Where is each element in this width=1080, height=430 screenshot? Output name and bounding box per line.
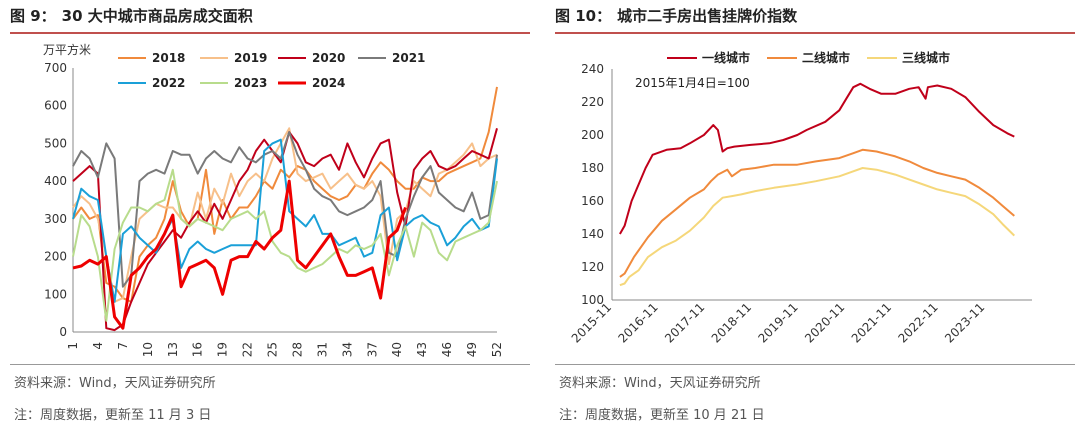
right-y-tick-label: 220 xyxy=(581,95,604,109)
left-x-tick-label: 40 xyxy=(390,342,404,357)
left-x-tick-label: 28 xyxy=(290,342,304,357)
right-figure-number: 图 10： xyxy=(555,7,612,25)
right-y-tick-label: 100 xyxy=(581,293,604,307)
left-series-line-2022 xyxy=(72,138,498,303)
left-x-tick-label: 1 xyxy=(66,342,80,350)
right-base-annotation: 2015年1月4日=100 xyxy=(635,76,750,90)
right-x-tick-label: 2021-11 xyxy=(849,300,894,345)
right-y-tick-label: 140 xyxy=(581,227,604,241)
right-x-tick-label: 2017-11 xyxy=(662,300,707,345)
left-x-tick-label: 10 xyxy=(141,342,155,357)
left-x-tick-label: 4 xyxy=(91,342,105,350)
right-x-tick-label: 2019-11 xyxy=(755,300,800,345)
right-x-tick-label: 2023-11 xyxy=(942,300,987,345)
right-y-tick-label: 160 xyxy=(581,194,604,208)
left-x-tick-label: 37 xyxy=(365,342,379,357)
right-legend-label-一线城市: 一线城市 xyxy=(702,50,750,65)
left-figure-number: 图 9： xyxy=(10,7,56,25)
left-chart: 万平方米 0 100 200 300 400 500 600 700 1 4 7 10 13 16 19 22 2… xyxy=(43,42,504,357)
right-figure: 图 10： 城市二手房出售挂牌价指数 100 120 140 160 180 200 220 2… xyxy=(555,0,1075,430)
right-title-rule xyxy=(555,32,1075,34)
right-x-tick-label: 2020-11 xyxy=(802,300,847,345)
left-x-tick-label: 13 xyxy=(166,342,180,357)
right-y-tick-label: 180 xyxy=(581,161,604,175)
right-note: 注：周度数据，更新至 10 月 21 日 xyxy=(559,408,765,423)
left-note: 注：周度数据，更新至 11 月 3 日 xyxy=(14,408,212,423)
left-y-tick-label: 500 xyxy=(44,136,67,150)
left-y-tick-label: 100 xyxy=(44,287,67,301)
left-unit-label: 万平方米 xyxy=(43,42,91,57)
right-series-line-一线城市 xyxy=(619,82,1015,235)
left-x-tick-label: 7 xyxy=(116,342,130,350)
left-legend-label-2022: 2022 xyxy=(152,76,185,90)
right-figure-title: 城市二手房出售挂牌价指数 xyxy=(617,7,798,25)
left-y-tick-label: 300 xyxy=(44,212,67,226)
left-x-tick-label: 19 xyxy=(216,342,230,357)
left-legend-label-2018: 2018 xyxy=(152,51,185,65)
right-bottom-rule xyxy=(555,364,1075,365)
left-x-tick-label: 52 xyxy=(490,342,504,357)
right-series-line-三线城市 xyxy=(619,167,1016,287)
right-x-tick-label: 2015-11 xyxy=(569,300,614,345)
left-legend-label-2021: 2021 xyxy=(392,51,425,65)
left-series-line-2023 xyxy=(72,168,498,322)
left-legend-label-2023: 2023 xyxy=(234,76,267,90)
left-series-line-2019 xyxy=(72,127,498,303)
right-legend-label-三线城市: 三线城市 xyxy=(902,50,950,65)
left-x-tick-label: 16 xyxy=(191,342,205,357)
left-title-rule xyxy=(10,32,530,34)
right-source: 资料来源：Wind，天风证券研究所 xyxy=(559,376,761,391)
left-y-tick-label: 400 xyxy=(44,174,67,188)
right-y-tick-label: 120 xyxy=(581,260,604,274)
right-series-line-二线城市 xyxy=(619,148,1015,278)
left-series-line-2021 xyxy=(72,131,498,288)
left-title-row: 图 9： 30 大中城市商品房成交面积 xyxy=(10,4,530,28)
left-legend-label-2020: 2020 xyxy=(312,51,345,65)
left-figure: 图 9： 30 大中城市商品房成交面积 万平方米 0 100 200 300 400 500 6… xyxy=(10,0,530,430)
left-x-tick-label: 34 xyxy=(340,342,354,357)
left-figure-title: 30 大中城市商品房成交面积 xyxy=(61,7,253,25)
right-legend-label-二线城市: 二线城市 xyxy=(802,50,850,65)
right-title-row: 图 10： 城市二手房出售挂牌价指数 xyxy=(555,4,1075,28)
left-x-tick-label: 22 xyxy=(241,342,255,357)
left-series-line-2024 xyxy=(72,179,407,330)
left-y-tick-label: 600 xyxy=(44,99,67,113)
left-y-tick-label: 700 xyxy=(44,61,67,75)
left-x-tick-label: 43 xyxy=(415,342,429,357)
right-x-tick-label: 2022-11 xyxy=(895,300,940,345)
left-y-tick-label: 200 xyxy=(44,250,67,264)
left-x-tick-label: 31 xyxy=(315,342,329,357)
left-bottom-rule xyxy=(10,364,530,365)
right-x-tick-label: 2018-11 xyxy=(709,300,754,345)
left-y-tick-label: 0 xyxy=(59,325,67,339)
left-x-tick-label: 49 xyxy=(465,342,479,357)
left-legend-label-2024: 2024 xyxy=(312,76,345,90)
left-source: 资料来源：Wind，天风证券研究所 xyxy=(14,376,216,391)
right-y-tick-label: 240 xyxy=(581,62,604,76)
right-y-tick-label: 200 xyxy=(581,128,604,142)
left-x-tick-label: 25 xyxy=(266,342,280,357)
left-x-tick-label: 46 xyxy=(440,342,454,357)
left-legend-label-2019: 2019 xyxy=(234,51,267,65)
right-x-tick-label: 2016-11 xyxy=(615,300,660,345)
